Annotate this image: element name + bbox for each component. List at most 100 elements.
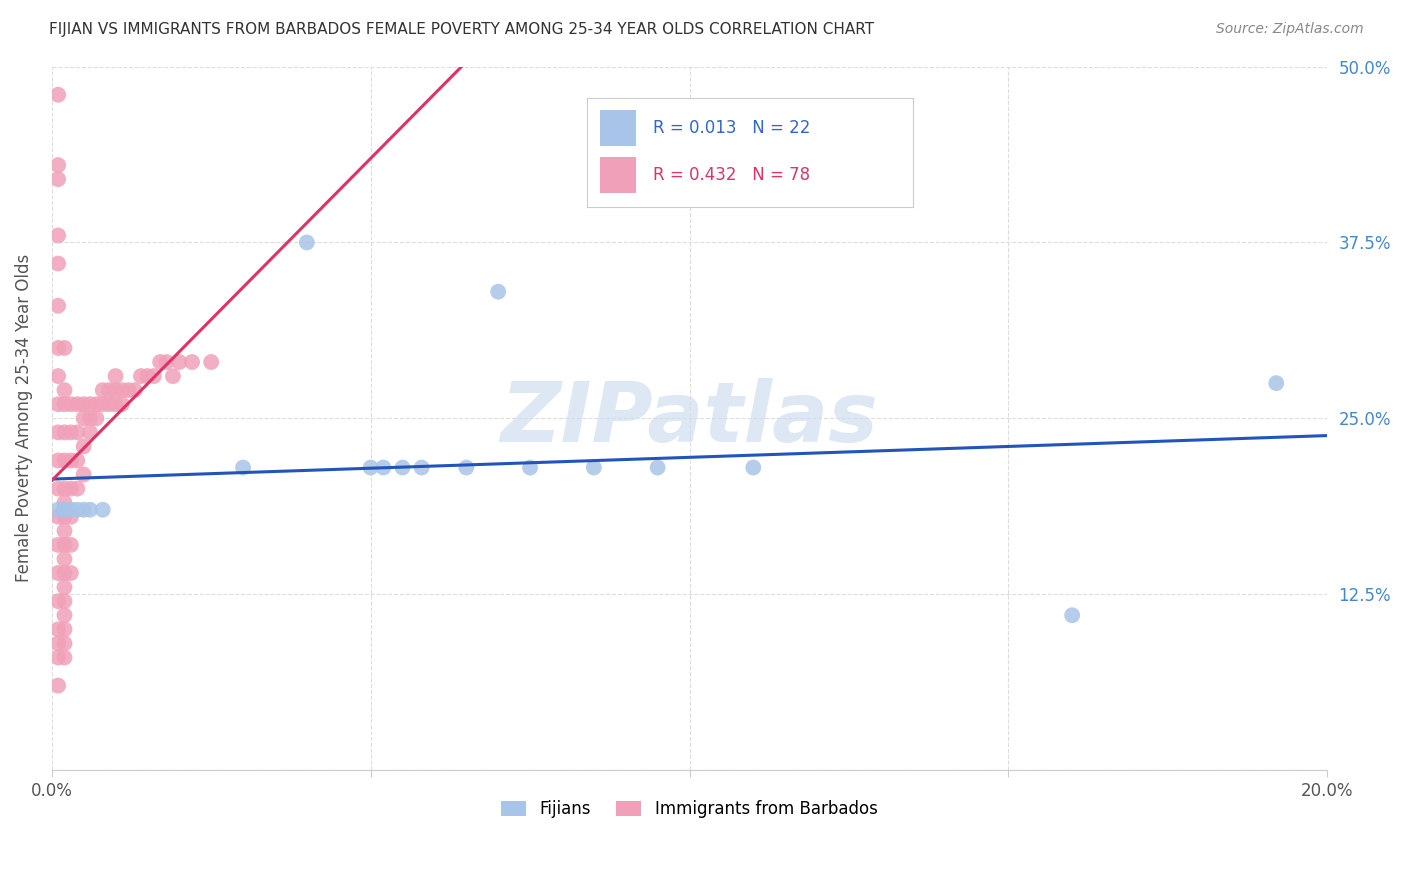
Point <box>53 608 76 623</box>
Point <box>155 355 177 369</box>
Point <box>66 502 89 516</box>
Point <box>53 502 76 516</box>
Point <box>79 411 101 425</box>
Point <box>46 509 69 524</box>
Point <box>46 87 69 102</box>
Point <box>53 623 76 637</box>
Point <box>59 509 82 524</box>
Point <box>486 285 509 299</box>
Point <box>46 623 69 637</box>
Point <box>59 397 82 411</box>
Point <box>111 397 134 411</box>
Point <box>136 369 159 384</box>
Point <box>456 460 478 475</box>
Point <box>360 460 382 475</box>
Point <box>46 369 69 384</box>
Point <box>59 425 82 440</box>
Point <box>91 383 114 397</box>
Point <box>104 397 127 411</box>
Point <box>46 172 69 186</box>
Point <box>46 502 69 516</box>
Point <box>79 397 101 411</box>
Point <box>46 397 69 411</box>
Point <box>295 235 318 250</box>
Point <box>582 460 605 475</box>
Point <box>46 299 69 313</box>
Point <box>59 566 82 580</box>
Point <box>59 502 82 516</box>
Point <box>46 158 69 172</box>
Point <box>59 538 82 552</box>
Point <box>46 453 69 467</box>
Point <box>373 460 395 475</box>
Point <box>46 228 69 243</box>
Point <box>53 509 76 524</box>
Point <box>98 397 121 411</box>
Point <box>53 552 76 566</box>
Text: Source: ZipAtlas.com: Source: ZipAtlas.com <box>1216 22 1364 37</box>
Point <box>1062 608 1084 623</box>
Point <box>117 383 139 397</box>
Point <box>53 650 76 665</box>
Point <box>46 636 69 650</box>
Point <box>104 369 127 384</box>
Point <box>232 460 254 475</box>
Point <box>86 397 108 411</box>
Point <box>72 397 94 411</box>
Legend: Fijians, Immigrants from Barbados: Fijians, Immigrants from Barbados <box>495 794 884 825</box>
Point <box>72 439 94 453</box>
Point <box>53 482 76 496</box>
Point <box>59 453 82 467</box>
Point <box>104 383 127 397</box>
Point <box>72 467 94 482</box>
Point <box>124 383 146 397</box>
Text: FIJIAN VS IMMIGRANTS FROM BARBADOS FEMALE POVERTY AMONG 25-34 YEAR OLDS CORRELAT: FIJIAN VS IMMIGRANTS FROM BARBADOS FEMAL… <box>49 22 875 37</box>
Point <box>46 679 69 693</box>
Point <box>647 460 669 475</box>
Point <box>98 383 121 397</box>
Point <box>149 355 172 369</box>
Point <box>46 650 69 665</box>
Point <box>46 341 69 355</box>
Point <box>66 453 89 467</box>
Point <box>53 453 76 467</box>
Point <box>46 425 69 440</box>
Point <box>53 538 76 552</box>
Point <box>200 355 222 369</box>
Point <box>1265 376 1288 391</box>
Point <box>111 383 134 397</box>
Point <box>53 341 76 355</box>
Point <box>53 580 76 594</box>
Point <box>53 425 76 440</box>
Point <box>53 496 76 510</box>
Point <box>53 594 76 608</box>
Point <box>162 369 184 384</box>
Point <box>86 411 108 425</box>
Point <box>391 460 413 475</box>
Point <box>142 369 165 384</box>
Point <box>91 502 114 516</box>
Y-axis label: Female Poverty Among 25-34 Year Olds: Female Poverty Among 25-34 Year Olds <box>15 254 32 582</box>
Point <box>53 502 76 516</box>
Point <box>519 460 541 475</box>
Point <box>411 460 433 475</box>
Point <box>169 355 191 369</box>
Point <box>53 566 76 580</box>
Point <box>46 482 69 496</box>
Point <box>46 566 69 580</box>
Point <box>129 369 152 384</box>
Point <box>53 397 76 411</box>
Point <box>91 397 114 411</box>
Point <box>742 460 765 475</box>
Point <box>66 425 89 440</box>
Point <box>66 482 89 496</box>
Point <box>46 256 69 270</box>
Point <box>53 636 76 650</box>
Point <box>72 411 94 425</box>
Point <box>79 425 101 440</box>
Point <box>181 355 204 369</box>
Point <box>46 594 69 608</box>
Point <box>66 397 89 411</box>
Point <box>72 502 94 516</box>
Point <box>53 383 76 397</box>
